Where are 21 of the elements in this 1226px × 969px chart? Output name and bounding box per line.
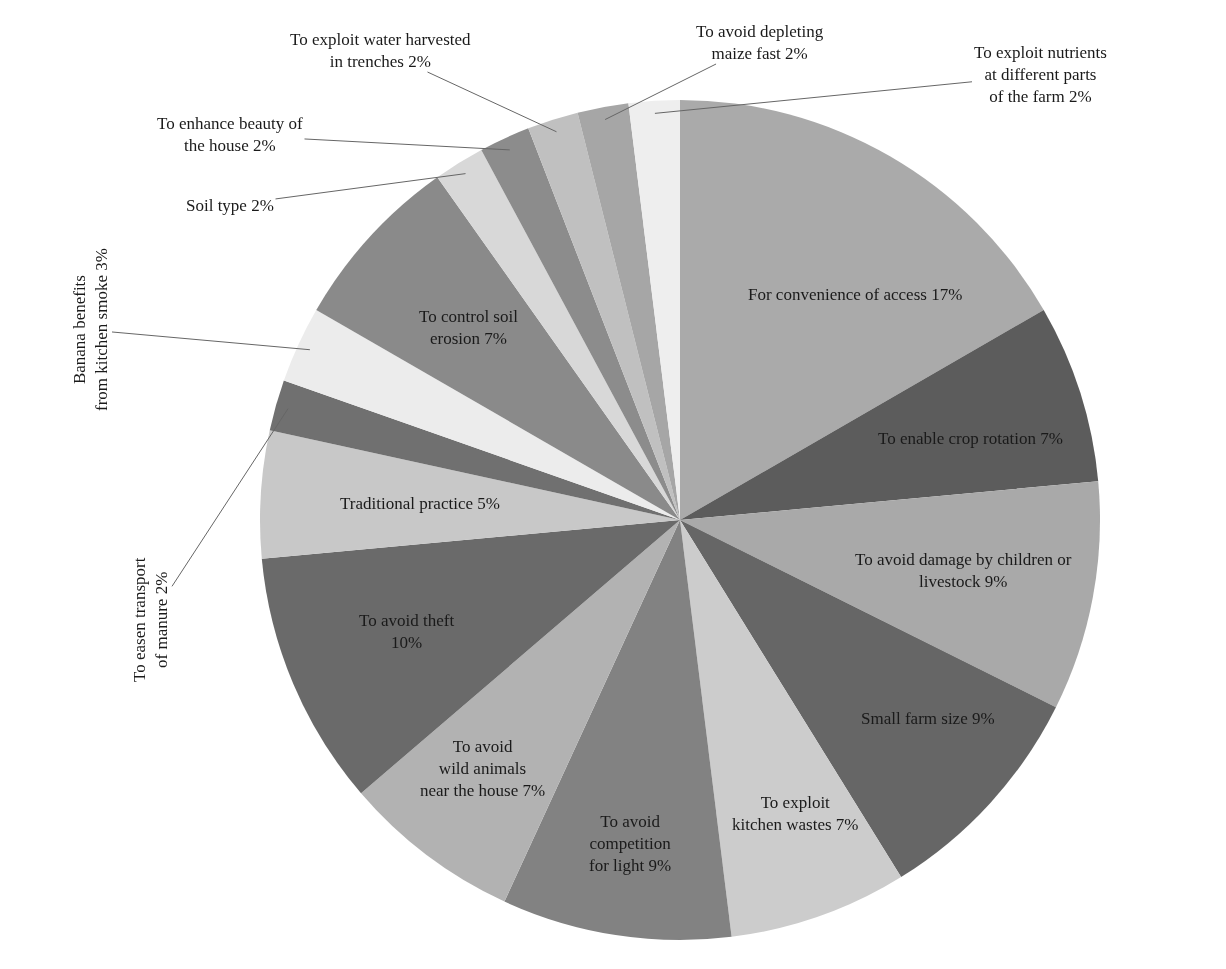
- slice-label: To avoid damage by children or livestock 9%: [855, 550, 1072, 592]
- slice-label: Small farm size 9%: [861, 709, 995, 728]
- slice-label: To exploit nutrients at different parts of the farm 2%: [974, 43, 1107, 107]
- pie-slice: [528, 112, 680, 520]
- slice-label: To control soil erosion 7%: [419, 307, 519, 349]
- pie-slice: [260, 430, 680, 559]
- slice-label: Traditional practice 5%: [340, 494, 500, 513]
- slice-label: To enhance beauty of the house 2%: [157, 114, 303, 156]
- slice-label: To easen transport of manure 2%: [130, 557, 172, 682]
- slice-label: To exploit kitchen wastes 7%: [732, 793, 859, 835]
- pie-slice: [283, 310, 680, 520]
- slice-label: To avoid wild animals near the house 7%: [420, 737, 546, 801]
- data-label: 10%: [390, 633, 423, 653]
- slice-label: To enable crop rotation 7%: [878, 429, 1063, 448]
- slice-label: To avoid theft: [359, 611, 455, 630]
- slice-label: To avoid competition for light 9%: [589, 812, 672, 876]
- slice-label: Soil type 2%: [186, 196, 274, 215]
- slice-label: To exploit water harvested in trenches 2%: [290, 30, 472, 72]
- slice-label: Banana benefits from kitchen smoke 3%: [70, 248, 112, 411]
- slice-label: For convenience of access 17%: [748, 285, 963, 304]
- slice-label: To avoid depleting maize fast 2%: [696, 22, 824, 64]
